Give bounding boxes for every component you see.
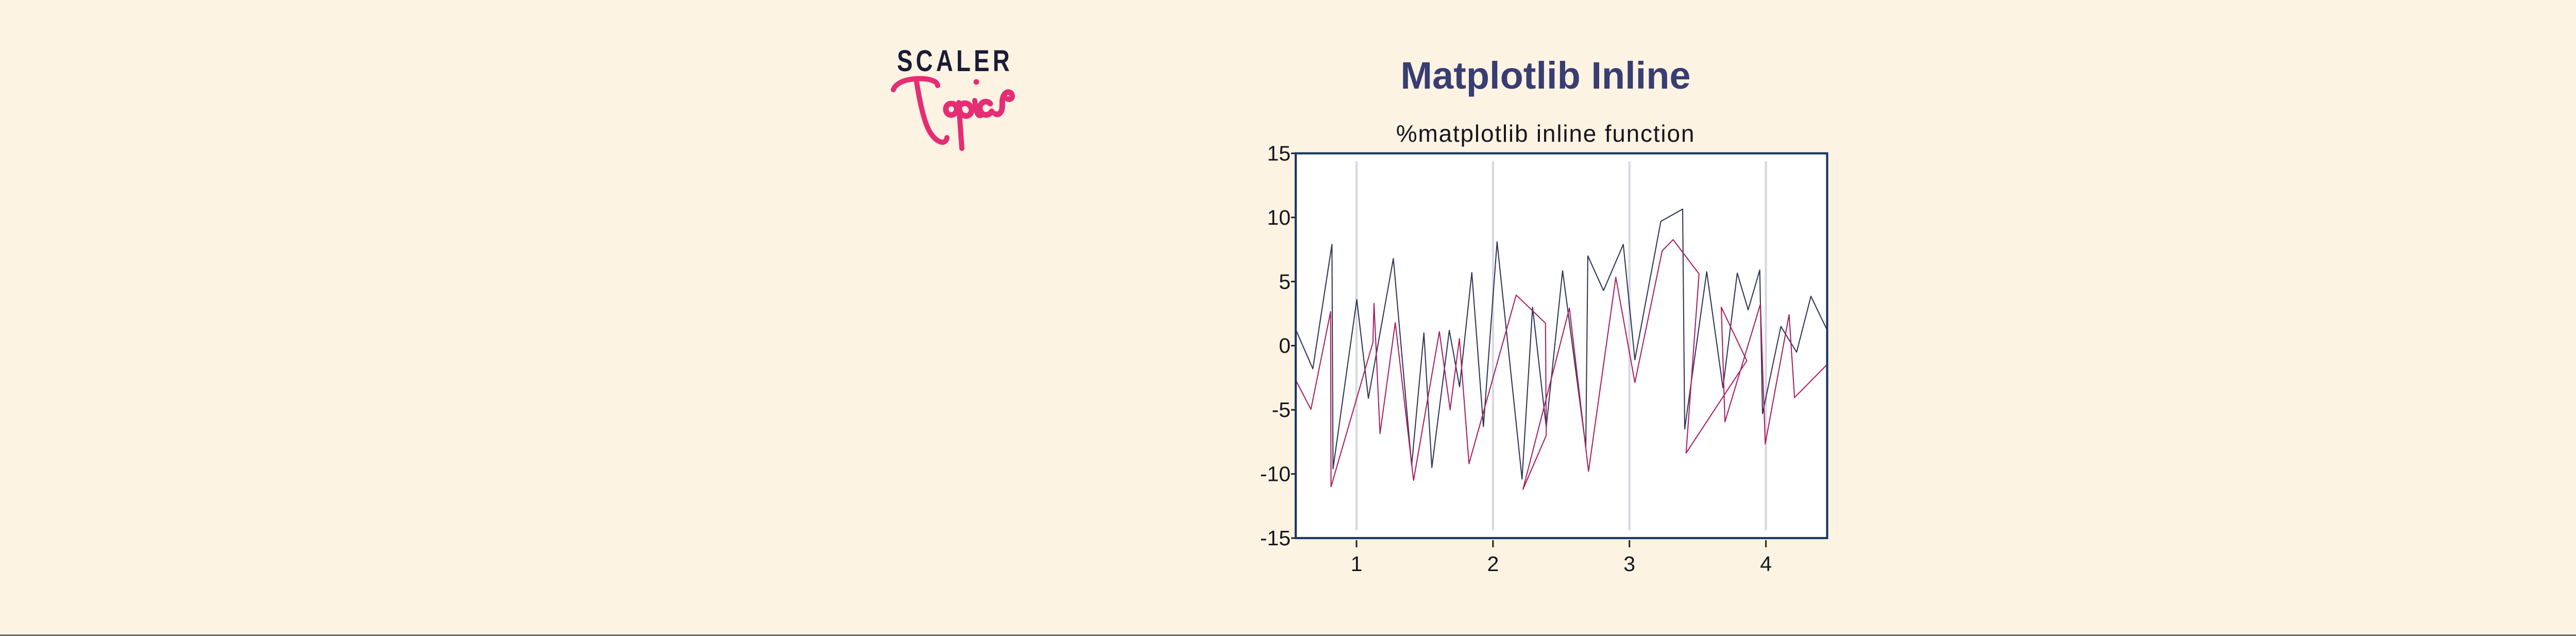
svg-text:5: 5 xyxy=(1279,270,1291,293)
svg-text:3: 3 xyxy=(1623,552,1635,576)
svg-text:4: 4 xyxy=(1760,552,1772,576)
svg-text:-10: -10 xyxy=(1260,462,1291,486)
svg-text:-15: -15 xyxy=(1260,526,1291,550)
svg-text:-5: -5 xyxy=(1272,398,1291,422)
svg-text:15: 15 xyxy=(1267,142,1291,165)
svg-text:10: 10 xyxy=(1267,206,1291,229)
svg-text:0: 0 xyxy=(1279,334,1291,358)
svg-text:2: 2 xyxy=(1487,552,1499,576)
svg-text:1: 1 xyxy=(1351,552,1363,576)
